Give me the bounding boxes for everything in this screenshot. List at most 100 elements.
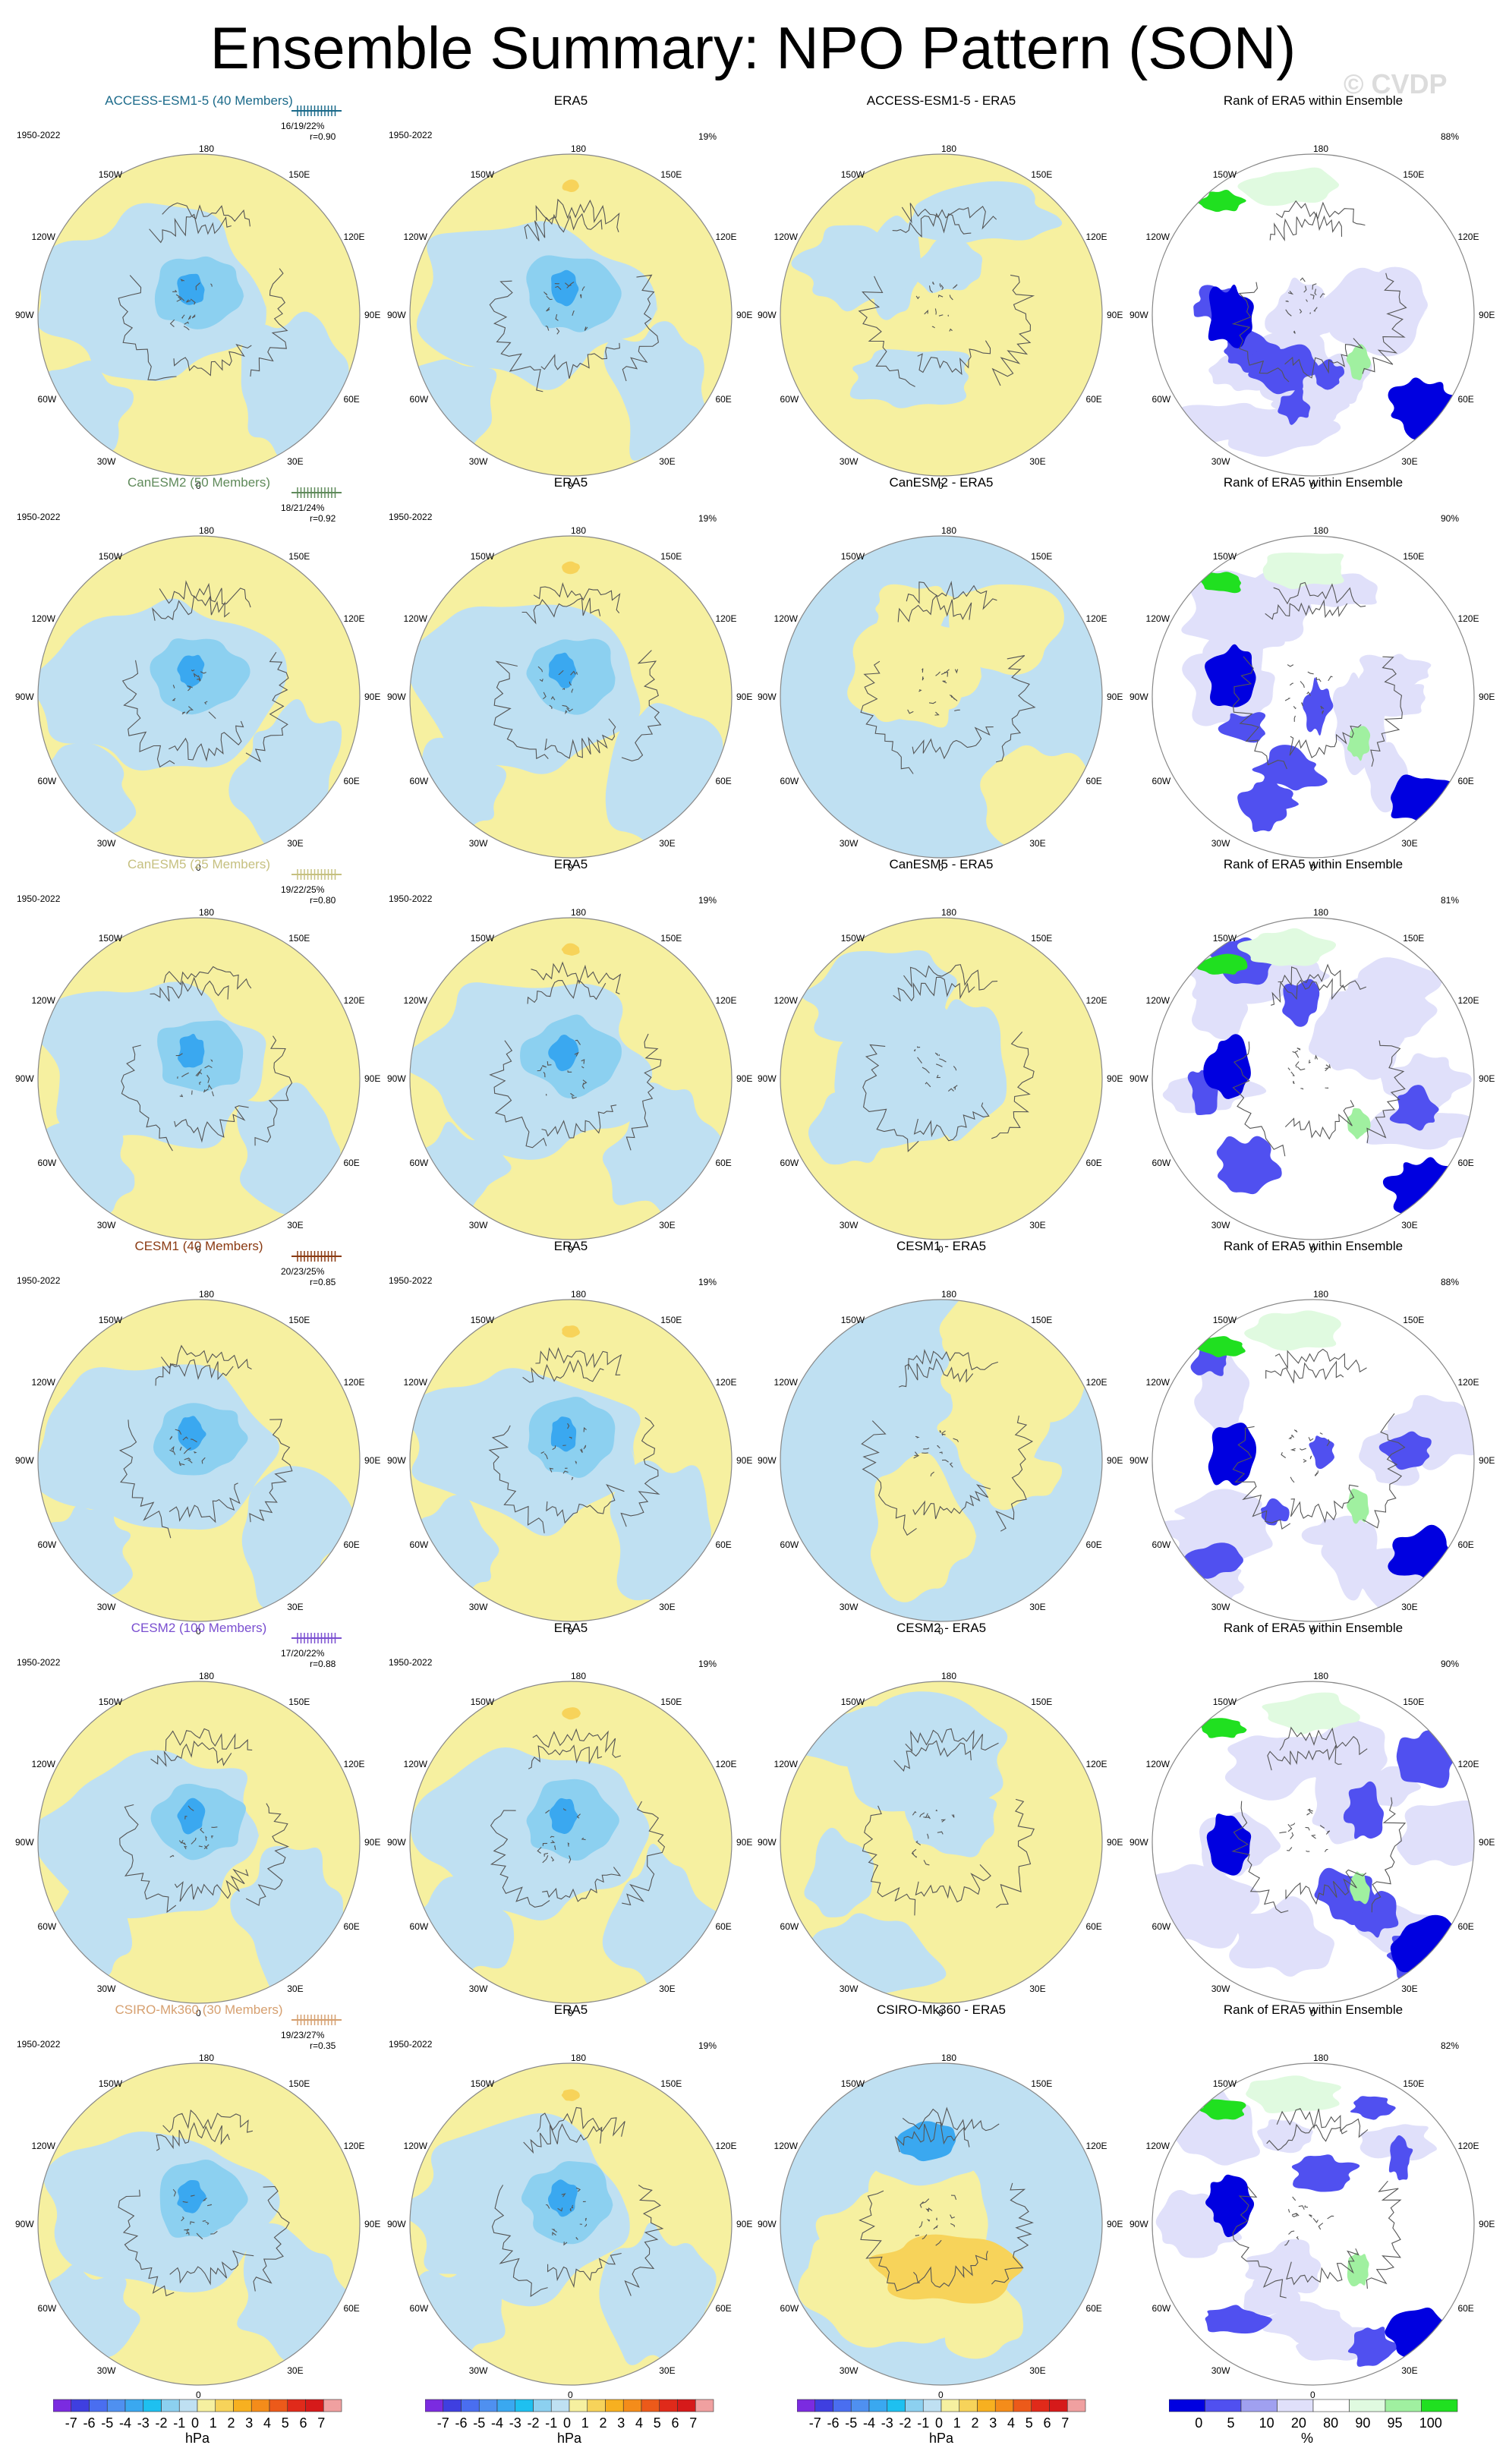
island-outline [184, 321, 189, 325]
colorbar-tick-label: -4 [119, 2415, 132, 2431]
negative-anomaly [38, 203, 268, 381]
island-outline [1290, 1476, 1295, 1483]
island-outline [581, 1066, 584, 1069]
island-outline [203, 2198, 207, 2201]
lon-label-120w: 120W [403, 995, 427, 1006]
rank-highest-region [1201, 1718, 1247, 1738]
coastline [903, 964, 998, 991]
island-outline [939, 1429, 942, 1433]
negative-anomaly-core [550, 1416, 577, 1452]
rank-lowest-region [1205, 2174, 1256, 2238]
island-outline [184, 1845, 187, 1850]
island-outline [541, 1065, 547, 1068]
model-title: CanESM5 (25 Members) [127, 857, 270, 871]
rank-lower-region [1343, 1781, 1385, 1839]
map-border [37, 1681, 361, 2004]
island-outline [172, 685, 175, 688]
map-border [780, 917, 1103, 1240]
era5-title: ERA5 [553, 857, 588, 871]
island-outline [1293, 706, 1296, 710]
island-outline [1325, 1067, 1330, 1072]
island-outline [187, 1805, 194, 1811]
period-label: 1950-2022 [17, 130, 61, 140]
lon-label-90e: 90E [1107, 1073, 1123, 1084]
island-outline [571, 688, 574, 693]
lon-label-120e: 120E [715, 995, 737, 1006]
map-border [409, 2062, 733, 2386]
coastline-group [1233, 581, 1403, 770]
map-border [409, 1299, 733, 1622]
map-fill [780, 1300, 1102, 1621]
coastline [991, 1032, 1035, 1139]
difference-map [780, 1681, 1103, 2004]
island-outline [204, 701, 208, 705]
map-fill [410, 2063, 732, 2385]
lon-label-150e: 150E [1403, 1314, 1425, 1325]
island-outline [914, 1451, 919, 1457]
island-outline [1292, 2196, 1296, 2201]
island-outline [547, 1060, 552, 1066]
coastline [253, 2185, 290, 2292]
colorbar-swatch [53, 2399, 72, 2412]
model-map [37, 917, 361, 1240]
island-outline [1303, 1458, 1307, 1463]
pct-variance-label: 18/21/24% [281, 503, 325, 513]
coastline-group [491, 2106, 664, 2298]
negative-anomaly [603, 321, 707, 463]
colorbar-hpa-2 [425, 2399, 714, 2412]
coastline-layer [862, 964, 1035, 1153]
island-outline [208, 1084, 213, 1090]
coastline [119, 1804, 177, 1913]
colorbar-tick-label: 7 [1061, 2415, 1070, 2431]
island-outline [922, 668, 924, 673]
coastline [547, 2252, 622, 2289]
coastline [245, 651, 289, 763]
lon-label-120w: 120W [773, 995, 798, 1006]
lon-label-120w: 120W [1145, 1759, 1170, 1769]
island-outline [950, 2214, 956, 2219]
rank-map [1152, 535, 1475, 859]
island-outline [907, 709, 914, 714]
lon-label-90e: 90E [1107, 2219, 1123, 2229]
lon-label-150w: 150W [840, 1314, 865, 1325]
coastline [537, 2106, 625, 2137]
coastline [860, 660, 914, 774]
colorbar-swatch [1385, 2399, 1422, 2412]
island-outline [1310, 1834, 1316, 1839]
coastline [912, 2251, 988, 2288]
pct-variance-label: 20/23/25% [281, 1266, 325, 1277]
lon-label-120e: 120E [1085, 613, 1107, 624]
period-label: 1950-2022 [389, 2039, 433, 2050]
lon-label-180: 180 [1313, 907, 1329, 918]
coastline [254, 1035, 293, 1146]
coastline [1232, 1041, 1286, 1157]
island-outline [915, 1840, 922, 1845]
rank-high-region [1347, 1489, 1369, 1524]
lon-label-60e: 60E [1085, 1539, 1102, 1550]
positive-anomaly [562, 1325, 581, 1338]
lon-label-120e: 120E [1085, 1377, 1107, 1388]
island-outline [574, 1051, 579, 1057]
lon-label-90e: 90E [364, 1837, 381, 1848]
rank-high-region [1262, 1692, 1361, 1735]
lon-label-150e: 150E [660, 932, 682, 944]
lon-label-180: 180 [1313, 2053, 1329, 2063]
rank-pct-label: 90% [1441, 1659, 1460, 1669]
lon-label-120w: 120W [31, 995, 55, 1006]
island-outline [1306, 1812, 1310, 1816]
coastline [491, 2185, 548, 2298]
colorbar-tick-label: 5 [1025, 2415, 1033, 2431]
lon-label-30w: 30W [839, 1602, 859, 1613]
island-outline [187, 685, 193, 688]
lon-label-90w: 90W [758, 310, 777, 320]
lon-label-30e: 30E [1029, 456, 1046, 468]
island-outline [1295, 1061, 1300, 1068]
island-outline [1287, 1823, 1293, 1832]
coastline [901, 203, 997, 230]
island-outline [1290, 1823, 1296, 1826]
island-outline [917, 1057, 922, 1063]
island-outline [569, 1855, 572, 1864]
lon-label-0: 0 [938, 1626, 944, 1637]
lon-label-30w: 30W [839, 456, 859, 468]
